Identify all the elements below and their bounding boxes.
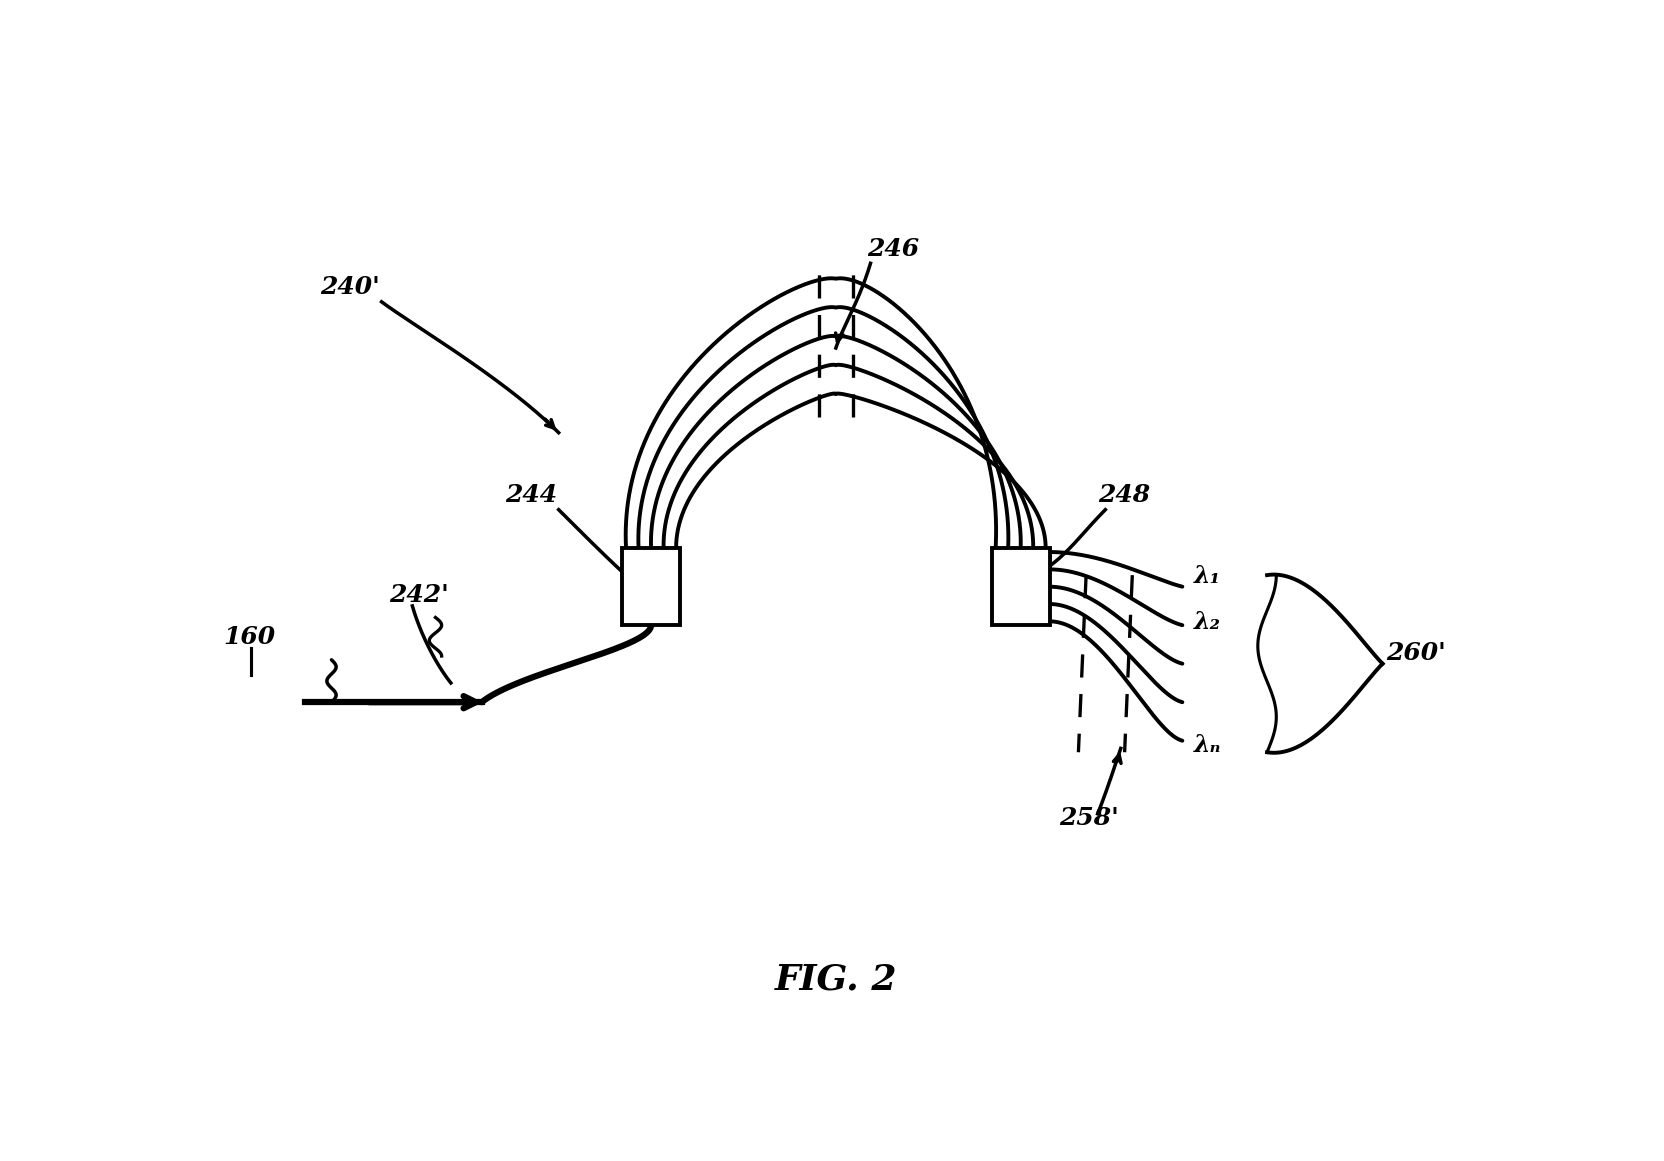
Text: FIG. 2: FIG. 2	[775, 962, 897, 996]
Text: 248: 248	[1098, 483, 1150, 507]
Text: λ₂: λ₂	[1193, 610, 1221, 634]
Text: 246: 246	[867, 237, 919, 260]
Bar	[992, 548, 1050, 625]
Text: 160: 160	[223, 626, 276, 649]
Bar	[622, 548, 681, 625]
Text: 258': 258'	[1060, 807, 1118, 830]
Text: 244: 244	[504, 483, 557, 507]
Text: 242': 242'	[389, 583, 449, 607]
Text: 260': 260'	[1386, 641, 1446, 665]
Text: λ₁: λ₁	[1193, 564, 1221, 587]
Text: λₙ: λₙ	[1193, 734, 1221, 757]
Text: 240': 240'	[319, 275, 379, 300]
